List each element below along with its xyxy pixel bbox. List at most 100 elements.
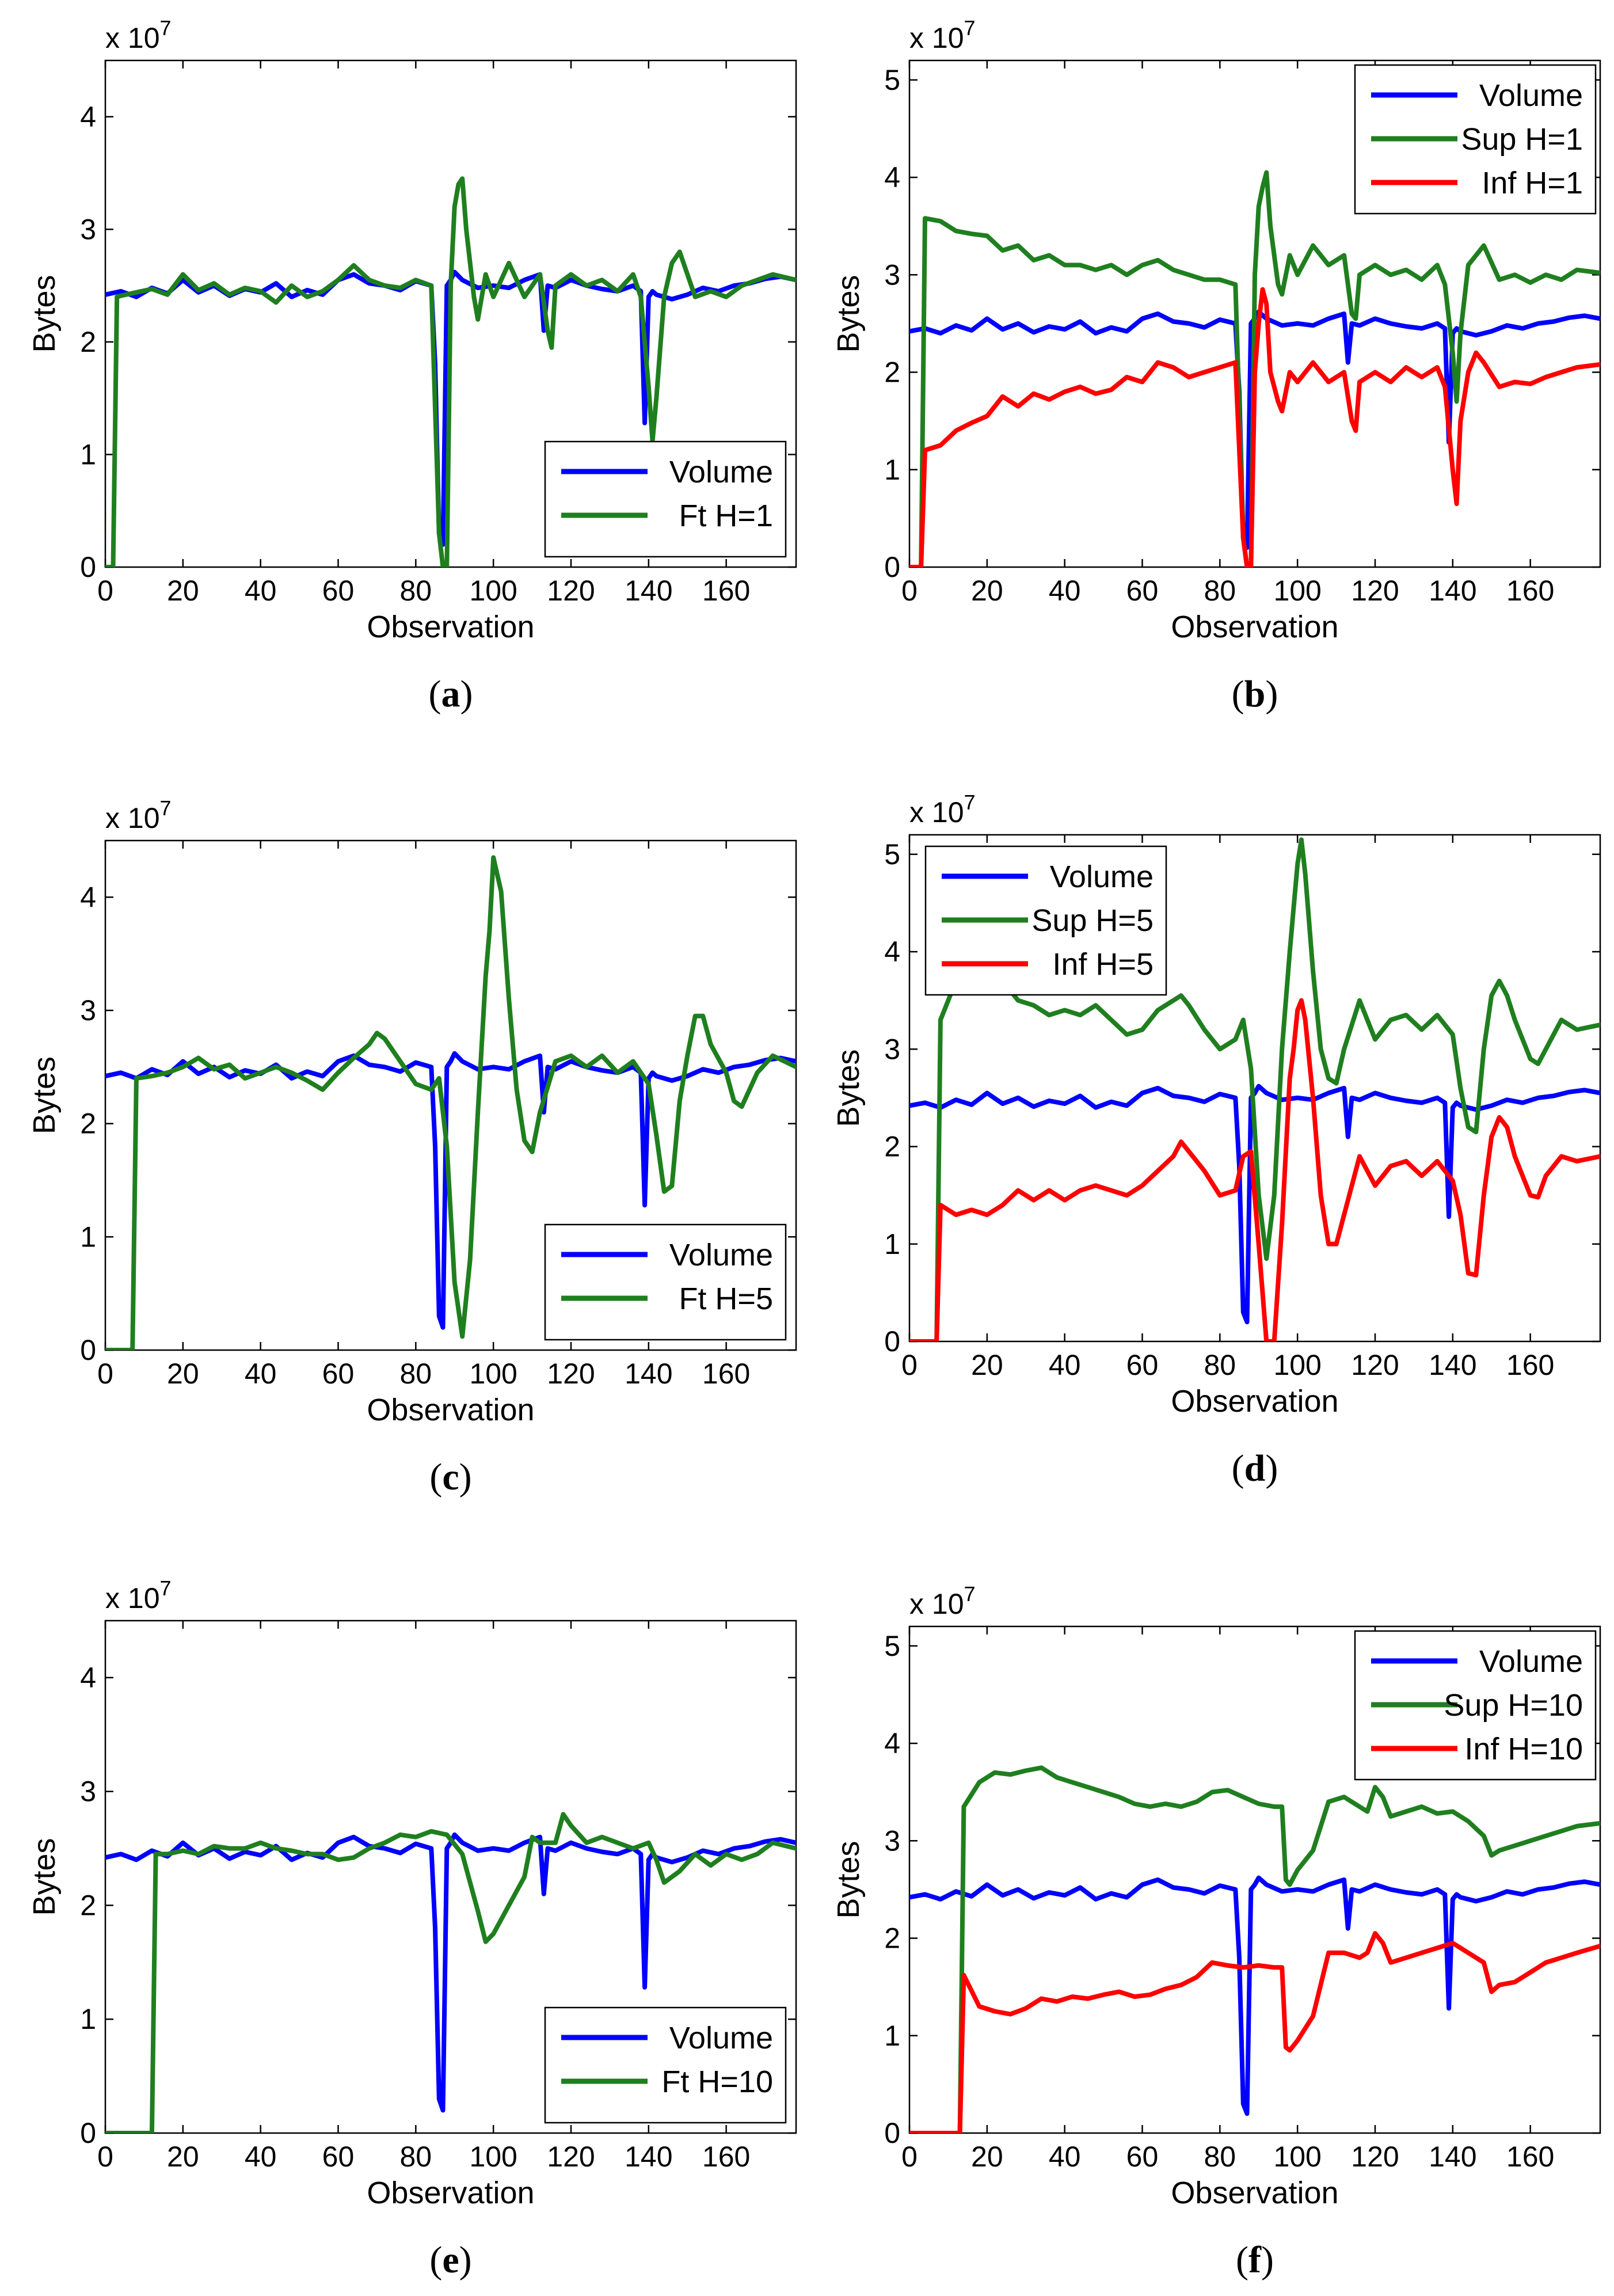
y-tick-label: 3 bbox=[884, 1033, 900, 1065]
y-axis-label: Bytes bbox=[831, 1049, 866, 1127]
x-axis-label: Observation bbox=[367, 2176, 534, 2210]
y-tick-label: 4 bbox=[884, 161, 900, 193]
series-line-sup-h-5 bbox=[909, 837, 1600, 1341]
y-tick-label: 2 bbox=[80, 326, 96, 358]
series-line-inf-h-10 bbox=[909, 1931, 1600, 2133]
x-axis-label: Observation bbox=[1171, 610, 1338, 644]
x-axis-label: Observation bbox=[1171, 2176, 1338, 2210]
y-tick-label: 3 bbox=[80, 1776, 96, 1808]
x-tick-label: 140 bbox=[1429, 2141, 1476, 2173]
x-tick-label: 120 bbox=[547, 2141, 595, 2173]
series-group bbox=[105, 1812, 796, 2133]
chart-panel-b: 0 20 40 60 80 100 120 140 160 0 1 2 3 4 5 x 107 Observat… bbox=[831, 16, 1601, 715]
panel-caption: (f) bbox=[1236, 2239, 1274, 2281]
legend-entry: Volume bbox=[669, 1238, 773, 1272]
x-tick-label: 120 bbox=[547, 1358, 595, 1390]
series-line-ft-h-10 bbox=[105, 1812, 796, 2133]
x-tick-label: 100 bbox=[1273, 575, 1321, 607]
caption-close-paren: ) bbox=[1261, 2239, 1274, 2281]
chart-panel-c: 0 20 40 60 80 100 120 140 160 0 1 2 3 4 x 107 Observati… bbox=[27, 796, 797, 1498]
caption-open-paren: ( bbox=[1232, 1447, 1244, 1489]
x-tick-label: 100 bbox=[469, 575, 517, 607]
x-tick-label: 120 bbox=[1351, 575, 1399, 607]
x-tick-label: 100 bbox=[1273, 2141, 1321, 2173]
legend-entry: Inf H=1 bbox=[1482, 166, 1583, 200]
y-tick-label: 0 bbox=[884, 1325, 900, 1358]
exponent-base: x 10 bbox=[105, 1582, 160, 1614]
legend-entry: Sup H=1 bbox=[1461, 122, 1583, 157]
y-axis-label: Bytes bbox=[27, 275, 62, 352]
x-tick-label: 20 bbox=[167, 575, 199, 607]
series-group bbox=[105, 855, 796, 1350]
x-tick-label: 60 bbox=[1126, 2141, 1159, 2173]
x-tick-label: 80 bbox=[400, 575, 432, 607]
y-exponent-label: x 107 bbox=[105, 1576, 172, 1614]
caption-letter: e bbox=[442, 2239, 459, 2281]
y-tick-label: 0 bbox=[80, 2117, 96, 2149]
legend-entry: Inf H=5 bbox=[1052, 947, 1154, 982]
x-axis-label: Observation bbox=[367, 1393, 534, 1427]
series-line-volume bbox=[105, 1051, 796, 1330]
x-tick-label: 20 bbox=[971, 2141, 1003, 2173]
x-tick-label: 60 bbox=[322, 575, 355, 607]
legend: Volume Ft H=10 bbox=[544, 2006, 787, 2124]
x-tick-label: 160 bbox=[1506, 2141, 1554, 2173]
legend-entry: Volume bbox=[1050, 860, 1154, 894]
x-tick-label: 60 bbox=[322, 2141, 355, 2173]
y-tick-label: 3 bbox=[80, 994, 96, 1027]
series-line-ft-h-1 bbox=[105, 176, 796, 567]
x-axis-label: Observation bbox=[367, 610, 534, 644]
legend-entry: Volume bbox=[669, 2021, 773, 2055]
legend-entry: Sup H=5 bbox=[1031, 903, 1154, 938]
exponent-base: x 10 bbox=[105, 802, 160, 834]
y-tick-label: 0 bbox=[80, 551, 96, 583]
chart-panel-d: 0 20 40 60 80 100 120 140 160 0 1 2 3 4 5 x 107 Observat… bbox=[831, 790, 1601, 1489]
x-tick-label: 40 bbox=[245, 1358, 277, 1390]
y-tick-label: 3 bbox=[884, 259, 900, 291]
series-group bbox=[909, 837, 1600, 1341]
x-tick-label: 120 bbox=[1351, 1349, 1399, 1381]
y-exponent-label: x 107 bbox=[909, 16, 976, 54]
exponent-power: 7 bbox=[964, 790, 976, 814]
x-tick-label: 160 bbox=[1506, 575, 1554, 607]
y-tick-label: 2 bbox=[80, 1108, 96, 1140]
chart-panel-f: 0 20 40 60 80 100 120 140 160 0 1 2 3 4 5 x 107 Observat… bbox=[831, 1582, 1601, 2281]
legend: Volume Sup H=1 Inf H=1 bbox=[1354, 64, 1597, 215]
legend-entry: Volume bbox=[1479, 78, 1583, 113]
caption-open-paren: ( bbox=[429, 673, 441, 715]
caption-close-paren: ) bbox=[1265, 673, 1278, 715]
x-tick-label: 140 bbox=[625, 1358, 672, 1390]
y-tick-label: 5 bbox=[884, 64, 900, 96]
y-tick-label: 4 bbox=[80, 1662, 96, 1694]
x-tick-label: 0 bbox=[97, 2141, 113, 2173]
y-tick-label: 3 bbox=[80, 213, 96, 245]
y-exponent-label: x 107 bbox=[909, 1582, 976, 1620]
x-tick-label: 160 bbox=[1506, 1349, 1554, 1381]
exponent-base: x 10 bbox=[909, 1588, 964, 1620]
exponent-base: x 10 bbox=[105, 22, 160, 54]
legend-entry: Volume bbox=[669, 455, 773, 489]
x-tick-label: 0 bbox=[97, 1358, 113, 1390]
x-tick-label: 20 bbox=[167, 2141, 199, 2173]
x-tick-label: 40 bbox=[1049, 2141, 1081, 2173]
x-tick-label: 0 bbox=[901, 2141, 918, 2173]
series-line-volume bbox=[909, 1875, 1600, 2116]
caption-close-paren: ) bbox=[459, 2239, 472, 2281]
y-axis-label: Bytes bbox=[831, 275, 866, 352]
x-tick-label: 60 bbox=[322, 1358, 355, 1390]
legend-entry: Ft H=10 bbox=[661, 2065, 773, 2099]
legend-frame bbox=[544, 1223, 787, 1341]
y-tick-label: 3 bbox=[884, 1824, 900, 1857]
y-tick-label: 2 bbox=[884, 1131, 900, 1163]
x-tick-label: 100 bbox=[469, 2141, 517, 2173]
x-tick-label: 80 bbox=[400, 1358, 432, 1390]
x-tick-label: 40 bbox=[1049, 575, 1081, 607]
y-tick-label: 1 bbox=[884, 1228, 900, 1260]
legend: Volume Ft H=5 bbox=[544, 1223, 787, 1341]
caption-close-paren: ) bbox=[459, 1456, 472, 1498]
series-line-sup-h-1 bbox=[909, 170, 1600, 567]
legend-entry: Inf H=10 bbox=[1464, 1732, 1583, 1766]
exponent-base: x 10 bbox=[909, 22, 964, 54]
series-group bbox=[909, 170, 1600, 567]
y-exponent-label: x 107 bbox=[909, 790, 976, 828]
